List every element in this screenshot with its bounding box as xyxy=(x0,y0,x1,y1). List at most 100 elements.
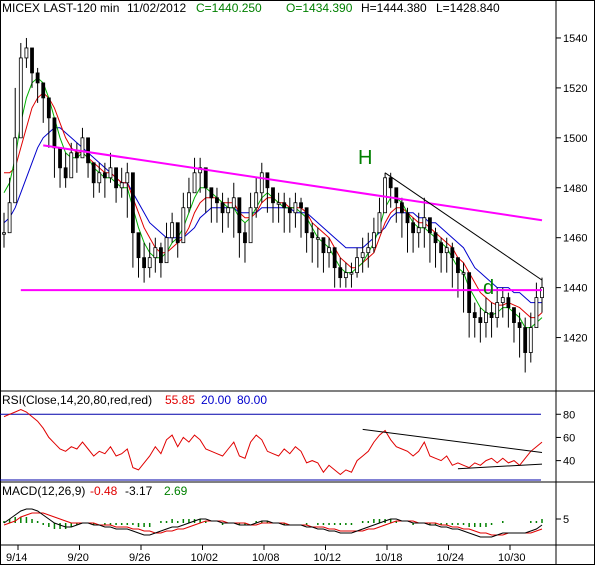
price-bar-body xyxy=(394,187,399,204)
price-bar-body xyxy=(327,247,331,254)
price-bar-body xyxy=(349,272,354,275)
price-bar-body xyxy=(119,182,124,189)
price-bar-body xyxy=(24,47,29,59)
price-bar-body xyxy=(231,197,236,209)
price-bar-body xyxy=(461,272,466,275)
date-label: 11/02/2012 xyxy=(127,1,186,15)
price-bar-body xyxy=(517,322,522,328)
price-bar-body xyxy=(332,247,337,269)
price-bar-body xyxy=(299,202,303,209)
price-bar-body xyxy=(383,177,387,214)
price-bar-body xyxy=(405,212,410,224)
price-bar-body xyxy=(456,257,460,274)
date-tick-label: 10/30 xyxy=(498,552,526,564)
price-bar-body xyxy=(91,162,96,184)
price-bar-body xyxy=(248,207,253,244)
date-tick-label: 9/26 xyxy=(129,552,150,564)
price-bar-body xyxy=(540,287,544,299)
price-bar-body xyxy=(433,232,438,244)
rsi-tick-label: 80 xyxy=(563,409,575,421)
price-bar-body xyxy=(304,207,309,234)
price-bar-body xyxy=(472,312,477,318)
macd-hist-value: 2.69 xyxy=(164,484,188,498)
price-bar-body xyxy=(512,307,516,323)
price-bar-body xyxy=(276,202,281,205)
rsi-tick-label: 60 xyxy=(563,432,575,444)
price-bar-body xyxy=(41,82,46,99)
price-bar-body xyxy=(46,97,51,119)
price-bar-body xyxy=(108,167,113,179)
price-tick-label: 1540 xyxy=(563,33,587,45)
price-bar-body xyxy=(86,137,90,164)
macd-tick-label: 5 xyxy=(563,514,569,526)
price-bar-body xyxy=(80,137,85,159)
price-bar-body xyxy=(181,207,186,244)
price-bar-body xyxy=(13,137,18,204)
rsi-bands xyxy=(0,413,541,481)
price-bar-body xyxy=(209,187,214,199)
price-bar-body xyxy=(388,177,393,189)
rsi-trendline-upper xyxy=(362,428,543,454)
price-bar-body xyxy=(164,237,169,264)
price-bar-body xyxy=(142,257,147,269)
price-bar-body xyxy=(444,247,449,254)
price-bar-body xyxy=(35,72,40,84)
price-bar-body xyxy=(74,152,79,159)
price-bar-body xyxy=(136,232,141,259)
close-value: C=1440.250 xyxy=(196,1,262,15)
price-bar-body xyxy=(187,192,191,209)
price-bar-body xyxy=(226,207,231,214)
price-bar-body xyxy=(159,247,163,264)
price-bar-body xyxy=(203,167,208,189)
date-tick-label: 10/02 xyxy=(191,552,219,564)
macd-line xyxy=(3,508,543,538)
date-tick-label: 10/18 xyxy=(375,552,403,564)
macd-value: -0.48 xyxy=(90,484,118,498)
price-bar-body xyxy=(192,172,197,194)
price-bar-body xyxy=(377,212,382,234)
price-tick-label: 1520 xyxy=(563,83,587,95)
price-bar-body xyxy=(411,222,416,234)
price-bar-body xyxy=(489,312,494,318)
rsi-lower-band: 20.00 xyxy=(201,393,231,407)
price-bar-body xyxy=(271,187,275,204)
price-bar-body xyxy=(114,167,118,189)
price-bar-body xyxy=(416,227,421,234)
high-value: H=1444.380 xyxy=(361,1,427,15)
date-tick-label: 10/24 xyxy=(437,552,465,564)
price-bar-body xyxy=(287,207,292,214)
price-bar-body xyxy=(467,272,472,313)
price-bar-body xyxy=(7,202,12,234)
macd-signal-value: -3.17 xyxy=(125,484,153,498)
price-bar-body xyxy=(360,252,365,259)
price-tick-label: 1460 xyxy=(563,233,587,245)
price-bar-body xyxy=(355,257,359,274)
rsi-line xyxy=(3,409,543,476)
price-bar-body xyxy=(422,217,427,229)
price-bar-body xyxy=(130,172,135,234)
price-bar-body xyxy=(153,247,158,259)
price-bar-body xyxy=(506,297,511,309)
price-bar-body xyxy=(371,232,376,249)
price-bar-body xyxy=(18,57,23,139)
date-axis: 9/14 9/20 9/26 10/02 10/08 10/12 10/18 10/24 10/… xyxy=(6,545,526,564)
price-bars xyxy=(2,37,544,373)
price-tick-label: 1500 xyxy=(563,133,587,145)
price-bar-body xyxy=(439,242,444,254)
price-bar-body xyxy=(450,247,455,259)
price-bar-body xyxy=(534,297,539,328)
head-trendline xyxy=(384,172,543,281)
price-bar-body xyxy=(175,222,180,244)
price-bar-body xyxy=(243,232,247,244)
price-bar-body xyxy=(30,47,34,74)
price-bar-body xyxy=(52,117,57,149)
rsi-label: RSI(Close,14,20,80,red,red) xyxy=(2,393,152,407)
price-bar-body xyxy=(500,297,505,304)
rsi-tick-label: 40 xyxy=(563,456,575,468)
price-bar-body xyxy=(220,202,225,214)
d-annotation: d xyxy=(483,277,494,299)
price-bar-body xyxy=(523,327,528,353)
price-tick-label: 1440 xyxy=(563,283,587,295)
